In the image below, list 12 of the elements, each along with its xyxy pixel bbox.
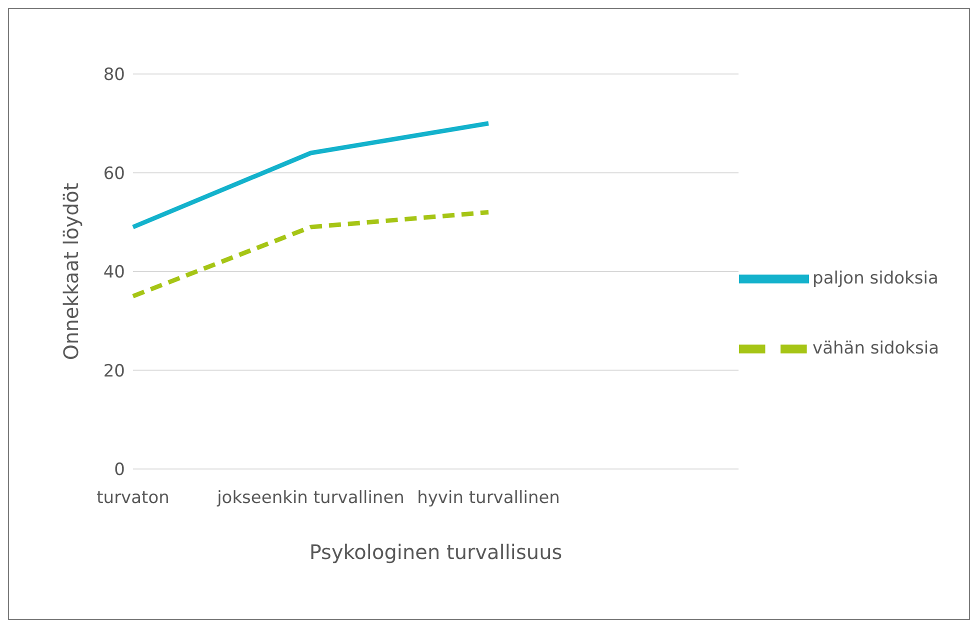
y-tick-label: 80 xyxy=(103,65,125,86)
y-tick-label: 60 xyxy=(103,164,125,184)
y-tick-label: 40 xyxy=(103,262,125,283)
y-axis-title: Onnekkaat löydöt xyxy=(59,182,84,360)
legend-label: paljon sidoksia xyxy=(812,268,938,289)
x-tick-label: hyvin turvallinen xyxy=(417,488,560,508)
y-tick-label: 20 xyxy=(103,361,125,382)
x-tick-label: jokseenkin turvallinen xyxy=(216,488,404,508)
y-tick-label: 0 xyxy=(114,460,125,480)
legend-label: vähän sidoksia xyxy=(812,338,939,359)
x-tick-label: turvaton xyxy=(96,488,170,508)
x-axis-title: Psykologinen turvallisuus xyxy=(309,540,562,564)
